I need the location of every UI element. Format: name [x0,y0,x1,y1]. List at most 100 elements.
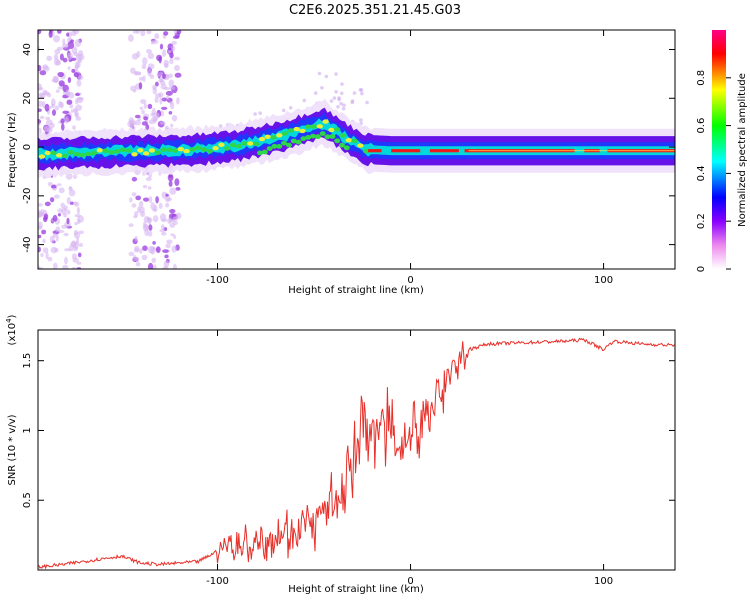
noise-speckle [148,119,156,125]
noise-speckle [139,211,146,217]
noise-speckle [78,75,84,80]
faint-speckle [334,72,338,76]
faint-speckle [281,108,286,113]
noise-speckle [38,30,42,35]
noise-speckle [62,264,69,269]
noise-speckle [38,108,42,112]
noise-speckle [151,246,156,251]
noise-speckle [64,256,68,265]
ridge-blob [324,134,331,140]
faint-speckle [360,91,364,96]
noise-speckle [159,43,164,50]
noise-speckle [77,215,84,223]
x-tick-label: 100 [594,275,613,286]
noise-speckle [141,64,147,70]
noise-speckle [131,192,137,197]
noise-speckle [140,30,146,37]
faint-speckle [336,105,340,109]
noise-speckle [38,64,42,72]
noise-speckle [147,186,152,190]
ridge-blob [166,147,173,152]
noise-speckle [71,266,77,269]
noise-speckle [172,35,180,39]
ridge-blob [343,145,350,151]
noise-speckle [172,263,177,269]
noise-speckle [61,123,65,131]
ridge-core [391,149,421,153]
noise-speckle [59,53,64,61]
noise-speckle [169,52,174,59]
noise-speckle [162,73,166,79]
colorbar-tick-label: 0.6 [696,118,707,134]
ridge-blob [276,144,283,149]
noise-speckle [64,248,71,252]
noise-speckle [171,245,177,253]
noise-speckle [168,174,173,178]
noise-speckle [169,187,177,195]
noise-speckle [160,83,167,90]
noise-speckle [58,229,65,233]
noise-speckle [42,91,50,96]
noise-speckle [58,187,65,194]
noise-speckle [171,40,177,46]
noise-speckle [48,105,52,110]
noise-speckle [53,35,60,43]
ridge-blob [270,135,277,140]
noise-speckle [168,180,173,187]
ridge-blob [329,134,336,139]
ridge-core [429,149,459,153]
noise-speckle [159,121,166,125]
noise-speckle [173,56,181,61]
noise-speckle [141,254,148,261]
noise-speckle [57,30,62,34]
noise-speckle [76,261,82,265]
noise-speckle [76,61,81,68]
noise-speckle [161,97,168,102]
snr-ylabel: SNR (10 * v/v) [7,414,18,485]
noise-speckle [141,109,145,115]
ridge-blob [160,147,167,152]
noise-speckle [135,195,142,201]
noise-speckle [168,79,175,88]
spectrogram-xlabel: Height of straight line (km) [288,285,424,296]
noise-speckle [169,209,176,214]
ridge-blob [257,150,263,156]
noise-speckle [143,102,147,109]
noise-speckle [134,235,138,242]
colorbar-gradient [712,30,726,269]
ridge-blob [300,136,307,142]
ridge-blob [235,144,242,149]
spectrogram-ticks: -100 0 100 -40 -20 0 20 40 [22,30,675,286]
ridge-blob [200,147,208,152]
ridge-blob [310,124,318,129]
x-tick-label: 0 [407,576,413,587]
noise-speckle [151,107,156,116]
noise-speckle [134,211,139,217]
ridge-blob [73,151,80,157]
figure-title: C2E6.2025.351.21.45.G03 [289,3,461,18]
noise-speckle [147,63,155,70]
noise-speckle [131,53,139,60]
noise-speckle [156,112,160,119]
ridge-blob [295,139,302,145]
ridge-blob [125,148,132,153]
noise-speckle [155,93,162,98]
noise-speckle [74,241,79,250]
noise-speckle [174,64,180,72]
noise-speckle [158,202,163,209]
noise-speckle [152,241,156,245]
noise-speckle [151,257,157,263]
noise-speckle [46,55,53,61]
noise-speckle [38,122,41,127]
noise-speckle [165,243,171,249]
noise-speckle [42,238,46,244]
noise-speckle [169,223,176,228]
noise-speckle [171,115,178,122]
noise-speckle [55,89,60,93]
noise-speckle [38,210,43,218]
x-tick-label: 0 [407,275,413,286]
noise-speckle [167,50,172,54]
ridge-blob [339,133,347,138]
noise-speckle [165,90,173,96]
noise-speckle [155,196,159,204]
